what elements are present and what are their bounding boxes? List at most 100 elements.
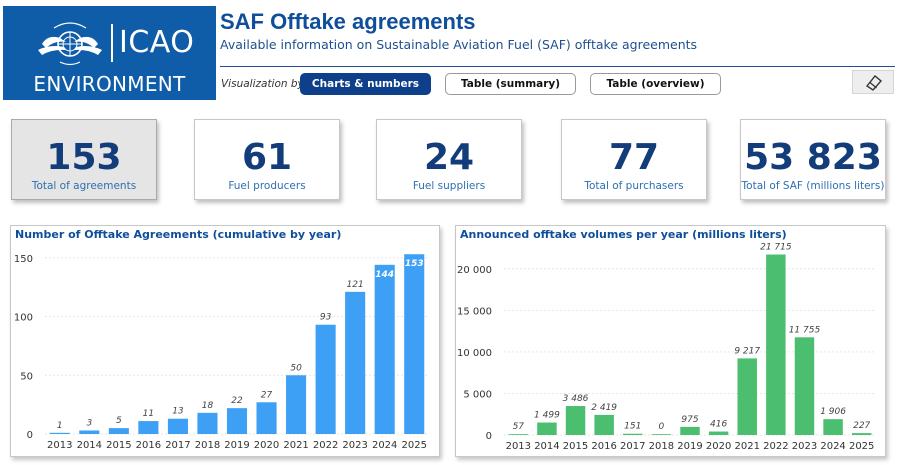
bar-2016[interactable] [594,414,614,435]
data-label: 18 [202,401,214,411]
bar-2017[interactable] [167,418,188,434]
charts-numbers-button[interactable]: Charts & numbers [300,73,431,95]
x-tick-label: 2019 [224,440,249,451]
bar-2020[interactable] [708,431,729,435]
x-tick-label: 2024 [372,440,397,451]
y-tick-label: 150 [14,254,33,265]
bar-2014[interactable] [79,430,100,434]
kpi-value: 77 [608,137,660,178]
data-label: 1 [57,421,63,431]
x-tick-label: 2023 [792,441,817,452]
bar-2019[interactable] [226,408,248,434]
x-tick-label: 2014 [534,441,559,452]
x-tick-label: 2023 [342,440,367,451]
kpi-total-saf[interactable]: 53 823 Total of SAF (millions liters) [740,119,886,200]
data-label: 975 [681,415,698,425]
x-tick-label: 2013 [47,440,72,451]
bar-2025[interactable] [851,433,872,435]
y-tick-label: 0 [27,430,33,441]
data-label: 1 499 [534,411,560,421]
x-tick-label: 2018 [649,441,674,452]
kpi-value: 24 [423,137,475,178]
x-tick-label: 2020 [254,440,279,451]
y-tick-label: 50 [20,371,33,382]
data-label: 3 486 [563,394,589,404]
logo-environment-text: ENVIRONMENT [33,72,186,96]
x-tick-label: 2015 [106,440,131,451]
bar-2016[interactable] [138,421,159,434]
visualization-label: Visualization by: [221,78,308,90]
data-label: 0 [659,422,665,432]
data-label: 416 [710,420,727,430]
bar-2021[interactable] [286,375,307,434]
data-label: 9 217 [734,346,760,356]
kpi-value: 53 823 [744,137,882,178]
icao-emblem-icon [38,22,102,66]
bar-2024[interactable] [823,419,843,435]
page-subtitle: Available information on Sustainable Avi… [220,37,698,52]
x-tick-label: 2025 [402,440,427,451]
kpi-total-purchasers[interactable]: 77 Total of purchasers [561,119,707,200]
data-label: 93 [320,313,332,323]
bar-2014[interactable] [537,422,557,435]
clear-filters-button[interactable] [852,70,894,94]
bar-2021[interactable] [737,358,757,435]
kpi-value: 153 [46,137,122,178]
data-label: 11 [143,409,154,419]
logo-divider [111,24,113,62]
bar-2025[interactable] [404,254,425,434]
data-label: 50 [290,363,302,373]
data-label: 11 755 [789,325,821,335]
data-label: 227 [853,421,870,431]
data-label: 121 [347,280,364,290]
data-label: 2 419 [591,403,617,413]
x-tick-label: 2020 [706,441,731,452]
y-tick-label: 20 000 [457,265,492,276]
bar-2017[interactable] [623,433,643,435]
kpi-label: Total of agreements [31,180,137,192]
data-label: 13 [172,407,184,417]
bar-2023[interactable] [345,291,366,434]
data-label: 57 [513,422,525,432]
data-label: 21 715 [760,243,792,253]
data-label: 3 [86,418,92,428]
header-divider [220,66,895,67]
page-title: SAF Offtake agreements [220,9,476,34]
bar-2018[interactable] [651,434,672,435]
x-tick-label: 2022 [313,440,338,451]
bar-2018[interactable] [197,412,218,434]
kpi-total-agreements[interactable]: 153 Total of agreements [11,119,157,200]
bar-2019[interactable] [680,426,700,435]
kpi-fuel-producers[interactable]: 61 Fuel producers [194,119,340,200]
kpi-fuel-suppliers[interactable]: 24 Fuel suppliers [376,119,522,200]
table-overview-button[interactable]: Table (overview) [590,73,721,95]
x-tick-label: 2018 [195,440,220,451]
bar-2015[interactable] [565,406,586,435]
y-tick-label: 5 000 [463,389,492,400]
bar-2023[interactable] [794,337,815,435]
y-tick-label: 0 [486,431,492,442]
bar-2015[interactable] [108,428,129,434]
bar-2013[interactable] [508,434,529,435]
kpi-label: Fuel suppliers [412,180,486,192]
kpi-label: Fuel producers [228,180,306,192]
bar-2013[interactable] [49,432,70,434]
x-tick-label: 2017 [620,441,645,452]
table-summary-button[interactable]: Table (summary) [445,73,576,95]
bar-2022[interactable] [315,324,336,434]
bar-2020[interactable] [256,402,277,434]
kpi-label: Total of SAF (millions liters) [741,180,885,192]
data-label: 144 [375,270,394,280]
x-tick-label: 2016 [591,441,616,452]
x-tick-label: 2022 [763,441,788,452]
data-label: 153 [405,259,424,269]
bar-2022[interactable] [766,254,786,435]
kpi-label: Total of purchasers [584,180,684,192]
bar-2024[interactable] [374,264,395,434]
chart-title: Announced offtake volumes per year (mill… [460,228,787,241]
volumes-chart-panel: Announced offtake volumes per year (mill… [455,225,886,457]
data-label: 5 [116,416,122,426]
x-tick-label: 2019 [677,441,702,452]
x-tick-label: 2017 [165,440,190,451]
agreements-chart-panel: Number of Offtake Agreements (cumulative… [10,225,440,457]
